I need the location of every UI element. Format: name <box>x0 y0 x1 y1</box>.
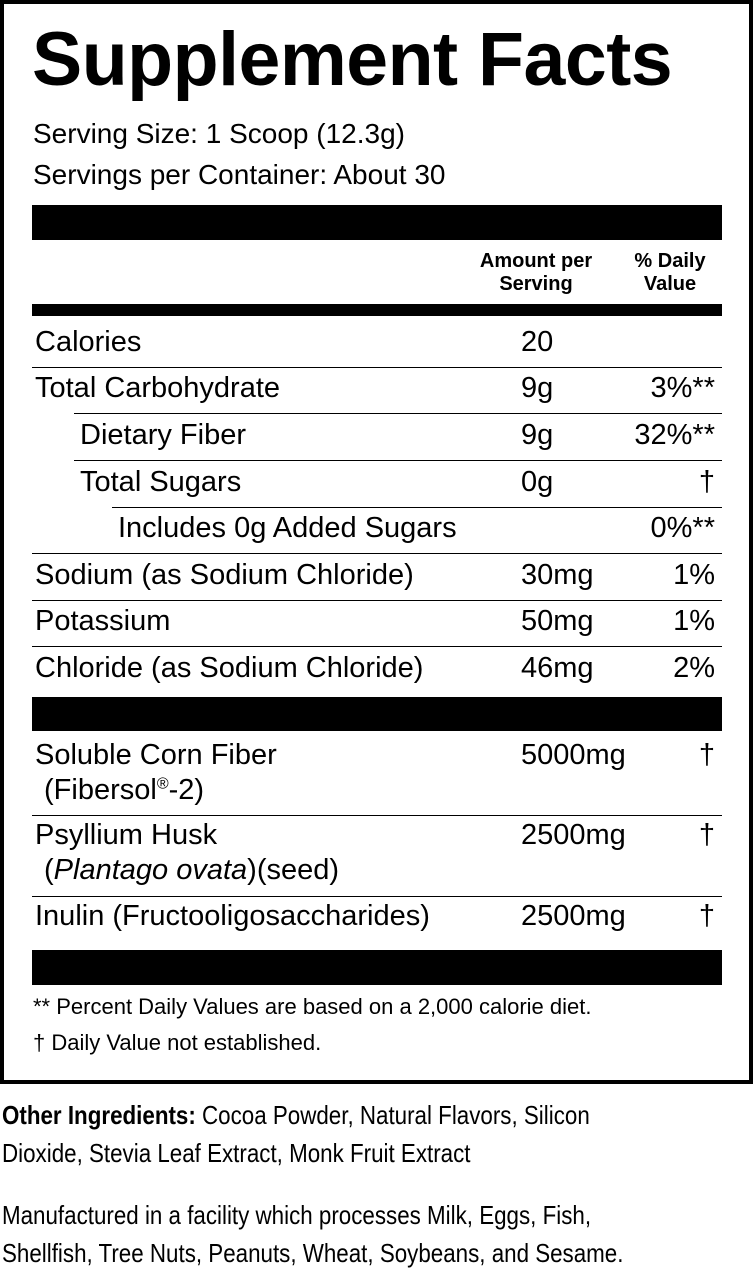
divider-bar <box>32 697 722 731</box>
supplement-facts-panel <box>0 0 753 1084</box>
divider-bar <box>32 304 722 316</box>
allergen-statement: Manufactured in a facility which process… <box>2 1200 624 1268</box>
footnote-dv: ** Percent Daily Values are based on a 2… <box>33 994 592 1019</box>
amount-header: Amount per Serving <box>479 250 593 295</box>
divider-bar <box>32 205 722 240</box>
servings-per-container: Servings per Container: About 30 <box>33 159 446 190</box>
panel-title: Supplement Facts <box>32 17 673 102</box>
dv-header: % Daily Value <box>634 250 706 295</box>
other-ingredients: Other Ingredients: Cocoa Powder, Natural… <box>2 1100 590 1168</box>
footnote-dagger: † Daily Value not established. <box>33 1030 322 1055</box>
divider-bar <box>32 950 722 985</box>
serving-size: Serving Size: 1 Scoop (12.3g) <box>33 118 405 149</box>
